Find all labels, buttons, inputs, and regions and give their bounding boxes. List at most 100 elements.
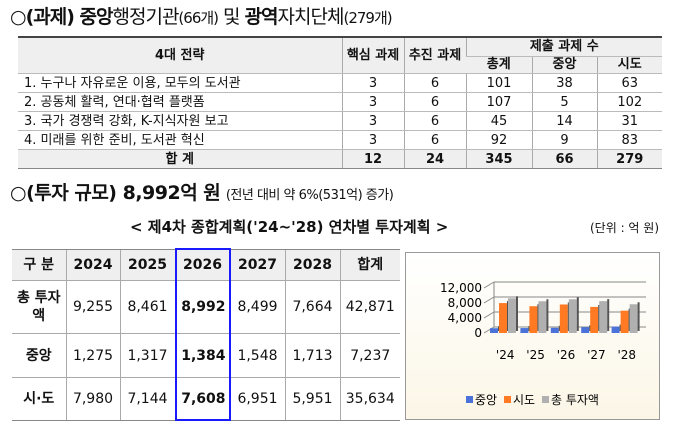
cell: 1,713 <box>284 333 340 378</box>
cell: 7,664 <box>284 280 340 334</box>
cell: 14 <box>531 111 597 131</box>
header-cell: 2027 <box>229 249 285 281</box>
strategy-cell: 3. 국가 경쟁력 강화, K-지식자원 보고 <box>18 111 342 131</box>
cell: 7,144 <box>119 377 175 421</box>
bar-시도-'25 <box>529 306 538 333</box>
cell: 1,275 <box>65 333 120 378</box>
x-tick-label: '26 <box>557 348 576 362</box>
bar-시도-'24 <box>499 303 507 333</box>
bar-side <box>546 299 549 331</box>
bar-시도-'27 <box>590 306 599 333</box>
header-core: 핵심 과제 <box>341 36 404 74</box>
header-cell: 합계 <box>339 249 400 281</box>
header-cell: 2025 <box>119 249 175 281</box>
legend-swatch <box>504 396 511 403</box>
title-part: 및 <box>218 6 245 28</box>
bullet: ○ <box>10 6 27 28</box>
cell: 7,980 <box>65 377 120 421</box>
title-part: (66개) <box>178 9 219 27</box>
investment-title: (투자 규모) 8,992억 원 <box>26 182 221 204</box>
header-total: 총계 <box>466 56 532 74</box>
header-cell: 2028 <box>284 249 340 281</box>
table-row: 3. 국가 경쟁력 강화, K-지식자원 보고 3 6 45 14 31 <box>18 111 662 131</box>
y-tick-label: 4,000 <box>448 311 482 325</box>
bar-중앙-'27 <box>581 327 590 333</box>
gridline-diag <box>483 326 495 334</box>
bar-중앙-'24 <box>490 328 498 333</box>
table-row: 4. 미래를 위한 준비, 도서관 혁신 3 6 92 9 83 <box>18 130 662 150</box>
cell: 3 <box>341 130 404 150</box>
title-part: (279개) <box>343 9 392 27</box>
cell: 107 <box>465 92 532 112</box>
cell: 8,461 <box>119 280 175 334</box>
bar-side <box>567 302 570 331</box>
gridline-diag <box>483 281 495 289</box>
bar-시도-'26 <box>559 304 568 333</box>
section-title-tasks: ○(과제) 중앙행정기관(66개) 및 광역자치단체(279개) <box>10 2 393 29</box>
legend-label: 총 투자액 <box>551 393 599 407</box>
cell: 42,871 <box>339 280 400 334</box>
legend-label: 시도 <box>513 393 535 407</box>
cell: 92 <box>465 130 532 150</box>
section-title-investment: ○(투자 규모) 8,992억 원 (전년 대비 약 6%(531억) 증가) <box>10 178 394 205</box>
cell: 3 <box>341 111 404 131</box>
table-row: 1. 누구나 자유로운 이용, 모두의 도서관 3 6 101 38 63 <box>18 73 662 93</box>
x-tick-label: '24 <box>496 348 515 362</box>
cell: 3 <box>341 73 404 93</box>
cell: 279 <box>596 149 662 169</box>
legend-swatch <box>466 396 473 403</box>
cell: 101 <box>465 73 532 93</box>
cell: 24 <box>403 149 466 169</box>
bar-side <box>576 297 579 331</box>
cell: 45 <box>465 111 532 131</box>
gridline-diag <box>483 311 495 319</box>
bullet: ○ <box>10 182 27 204</box>
legend-swatch <box>542 396 549 403</box>
bar-총 투자액-'26 <box>568 299 577 333</box>
cell: 5 <box>531 92 597 112</box>
cell: 1,548 <box>229 333 285 378</box>
cell: 38 <box>531 73 597 93</box>
unit-label: (단위 : 억 원) <box>590 221 660 235</box>
plan-subtitle: < 제4차 종합계획('24~'28) 연차별 투자계획 > <box>130 218 449 236</box>
header-cell: 2024 <box>65 249 120 281</box>
title-part: 광역 <box>244 6 279 28</box>
strategy-cell: 2. 공동체 활력, 연대·협력 플랫폼 <box>18 92 342 112</box>
cell: 6 <box>403 73 466 93</box>
cell: 102 <box>596 92 662 112</box>
bar-side <box>637 302 640 331</box>
bar-side <box>628 308 631 331</box>
bar-side <box>558 325 561 331</box>
legend-label: 중앙 <box>475 393 497 407</box>
cell: 9,255 <box>65 280 120 334</box>
cell: 31 <box>596 111 662 131</box>
header-push: 추진 과제 <box>403 36 466 74</box>
cell: 1,384 <box>174 333 230 378</box>
row-label: 시·도 <box>12 377 66 421</box>
row-label: 총 투자액 <box>12 280 66 334</box>
header-cell: 구 분 <box>12 249 66 281</box>
header-cell: 2026 <box>174 249 230 281</box>
x-tick-label: '28 <box>618 348 637 362</box>
x-tick-label: '25 <box>526 348 545 362</box>
cell: 1,317 <box>119 333 175 378</box>
cell: 5,951 <box>284 377 340 421</box>
table-row: 2. 공동체 활력, 연대·협력 플랫폼 3 6 107 5 102 <box>18 92 662 112</box>
title-part: 행정기관 <box>112 6 180 28</box>
y-tick-label: 8,000 <box>448 296 482 310</box>
bar-시도-'28 <box>620 310 629 333</box>
bar-중앙-'28 <box>611 326 620 333</box>
title-part: (과제) 중앙 <box>25 6 114 28</box>
bar-총 투자액-'25 <box>538 301 547 333</box>
gridline-diag <box>483 296 495 304</box>
sum-row: 합 계 12 24 345 66 279 <box>18 149 662 169</box>
strategy-cell: 4. 미래를 위한 준비, 도서관 혁신 <box>18 130 342 150</box>
cell: 6 <box>403 130 466 150</box>
x-tick-label: '27 <box>587 348 606 362</box>
cell: 6,951 <box>229 377 285 421</box>
table-row: 중앙 1,275 1,317 1,384 1,548 1,713 7,237 <box>12 333 400 378</box>
table-row: 시·도 7,980 7,144 7,608 6,951 5,951 35,634 <box>12 377 400 421</box>
cell: 63 <box>596 73 662 93</box>
cell: 35,634 <box>339 377 400 421</box>
